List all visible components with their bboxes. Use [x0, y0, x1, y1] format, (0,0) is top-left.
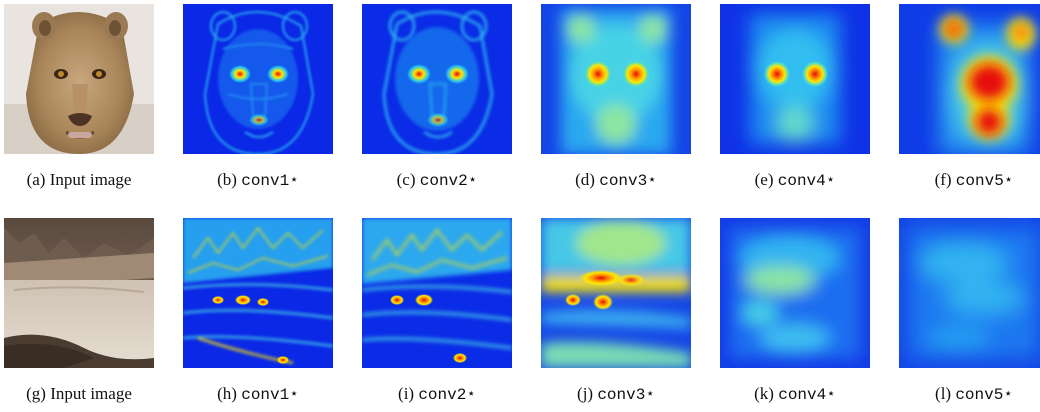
caption-name: conv2⋆ — [418, 386, 476, 404]
caption-letter: (g) — [26, 384, 46, 403]
caption-l: (l) conv5⋆ — [889, 384, 1040, 405]
caption-name: conv4⋆ — [777, 172, 836, 190]
caption-name: conv4⋆ — [778, 386, 836, 404]
caption-b: (b) conv1⋆ — [173, 170, 343, 191]
caption-name: conv3⋆ — [597, 386, 655, 404]
caption-letter: (b) — [217, 170, 237, 189]
heatmap-conv4-landscape — [720, 218, 870, 368]
heatmap-conv1-landscape — [183, 218, 333, 368]
caption-letter: (i) — [398, 384, 415, 403]
heatmap-conv5-lion — [899, 4, 1040, 154]
caption-name: Input image — [49, 170, 132, 189]
caption-letter: (d) — [575, 170, 595, 189]
caption-c: (c) conv2⋆ — [352, 170, 522, 191]
heatmap-conv3-landscape — [541, 218, 691, 368]
caption-letter: (f) — [934, 170, 952, 189]
caption-name: conv3⋆ — [599, 172, 657, 190]
caption-i: (i) conv2⋆ — [352, 384, 522, 405]
caption-e: (e) conv4⋆ — [710, 170, 880, 191]
caption-d: (d) conv3⋆ — [531, 170, 701, 191]
heatmap-conv4-lion — [720, 4, 870, 154]
caption-name: conv5⋆ — [955, 172, 1014, 190]
caption-name: conv5⋆ — [955, 386, 1013, 404]
caption-name: conv1⋆ — [241, 386, 299, 404]
caption-letter: (h) — [217, 384, 237, 403]
caption-letter: (e) — [754, 170, 774, 189]
caption-name: conv2⋆ — [419, 172, 478, 190]
input-image-landscape — [4, 218, 154, 368]
caption-h: (h) conv1⋆ — [173, 384, 343, 405]
caption-letter: (l) — [935, 384, 952, 403]
caption-f: (f) conv5⋆ — [889, 170, 1040, 191]
caption-a: (a) Input image — [0, 170, 164, 190]
caption-k: (k) conv4⋆ — [710, 384, 880, 405]
caption-j: (j) conv3⋆ — [531, 384, 701, 405]
caption-g: (g) Input image — [0, 384, 164, 404]
heatmap-conv3-lion — [541, 4, 691, 154]
heatmap-conv2-landscape — [362, 218, 512, 368]
caption-letter: (c) — [396, 170, 416, 189]
caption-name: Input image — [50, 384, 132, 403]
heatmap-conv2-lion — [362, 4, 512, 154]
caption-letter: (a) — [26, 170, 46, 189]
input-image-lion — [4, 4, 154, 154]
heatmap-conv5-landscape — [899, 218, 1040, 368]
caption-name: conv1⋆ — [241, 172, 299, 190]
caption-letter: (j) — [577, 384, 594, 403]
caption-letter: (k) — [754, 384, 774, 403]
heatmap-conv1-lion — [183, 4, 333, 154]
